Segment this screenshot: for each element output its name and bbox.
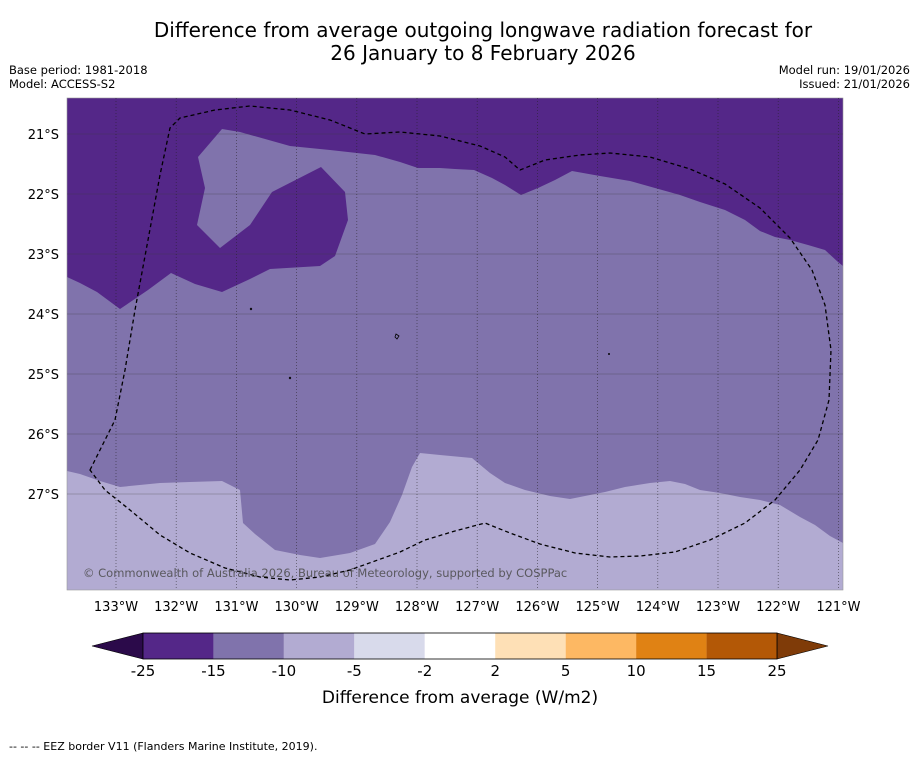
colorbar-extend-high [776, 632, 829, 660]
lon-tick-label: 129°W [335, 600, 379, 615]
colorbar-tick-label: -2 [417, 662, 432, 680]
eez-footnote: -- -- -- EEZ border V11 (Flanders Marine… [9, 740, 318, 753]
colorbar-segment [424, 633, 496, 659]
colorbar-segment [283, 633, 355, 659]
copyright-credit: © Commonwealth of Australia 2026, Bureau… [83, 566, 567, 580]
meta-right: Model run: 19/01/2026 Issued: 21/01/2026 [779, 63, 910, 91]
lat-tick-label: 24°S [28, 308, 59, 323]
lon-tick-label: 128°W [395, 600, 439, 615]
lon-tick-label: 126°W [515, 600, 559, 615]
lon-tick-label: 130°W [275, 600, 319, 615]
colorbar-segment [565, 633, 637, 659]
map-frame [66, 97, 844, 591]
region-minus25-minus15-north [67, 98, 843, 309]
eez-border [89, 105, 832, 581]
colorbar-tick-label: 25 [767, 662, 786, 680]
base-period-label: Base period: 1981-2018 [9, 63, 148, 77]
island-marks [249, 307, 611, 380]
lon-tick-label: 125°W [576, 600, 620, 615]
lat-tick-label: 22°S [28, 188, 59, 203]
lon-tick-label: 131°W [214, 600, 258, 615]
colorbar-title: Difference from average (W/m2) [322, 688, 598, 708]
lat-tick-label: 25°S [28, 368, 59, 383]
lon-tick-label: 132°W [154, 600, 198, 615]
title-line-2: 26 January to 8 February 2026 [330, 41, 636, 65]
island-mark [288, 376, 292, 380]
lat-tick-label: 27°S [28, 488, 59, 503]
colorbar-segment [495, 633, 566, 659]
lon-tick-label: 124°W [636, 600, 680, 615]
colorbar-extend-low [91, 632, 144, 660]
title-line-1: Difference from average outgoing longwav… [153, 18, 813, 42]
lon-tick-label: 122°W [756, 600, 800, 615]
issued-label: Issued: 21/01/2026 [799, 77, 910, 91]
lon-tick-label: 127°W [455, 600, 499, 615]
map-plot-area [67, 98, 843, 590]
lon-tick-label: 121°W [816, 600, 860, 615]
colorbar-segment [143, 633, 214, 659]
colorbar-segment [213, 633, 284, 659]
island-mark [394, 333, 400, 340]
colorbar-tick-label: -5 [347, 662, 362, 680]
latitude-axis: 21°S 22°S 23°S 24°S 25°S 26°S 27°S [28, 128, 59, 503]
model-label: Model: ACCESS-S2 [9, 77, 116, 91]
colorbar-tick-label: 10 [627, 662, 646, 680]
colorbar-segment [636, 633, 707, 659]
longitude-axis: 133°W 132°W 131°W 130°W 129°W 128°W 127°W 126°W… [94, 600, 861, 615]
colorbar-tick-label: -25 [131, 662, 156, 680]
colorbar-tick-label: -10 [272, 662, 297, 680]
lat-tick-label: 26°S [28, 428, 59, 443]
colorbar-tick-label: -15 [201, 662, 226, 680]
lon-tick-label: 133°W [94, 600, 138, 615]
gridlines [67, 98, 843, 590]
meta-left: Base period: 1981-2018 Model: ACCESS-S2 [9, 63, 148, 91]
colorbar-tick-label: 15 [697, 662, 716, 680]
island-mark [249, 307, 253, 311]
chart-title: Difference from average outgoing longwav… [0, 19, 919, 65]
colorbar-tick-label: 5 [561, 662, 571, 680]
model-run-label: Model run: 19/01/2026 [778, 63, 910, 77]
lat-tick-label: 21°S [28, 128, 59, 143]
lon-tick-label: 123°W [696, 600, 740, 615]
colorbar-segment [354, 633, 425, 659]
island-mark [608, 352, 611, 355]
lat-tick-label: 23°S [28, 248, 59, 263]
colorbar-tick-label: 2 [490, 662, 500, 680]
colorbar: -25 -15 -10 -5 -2 2 5 10 15 25 [91, 632, 829, 680]
colorbar-outline [142, 632, 778, 660]
colorbar-segment [706, 633, 777, 659]
